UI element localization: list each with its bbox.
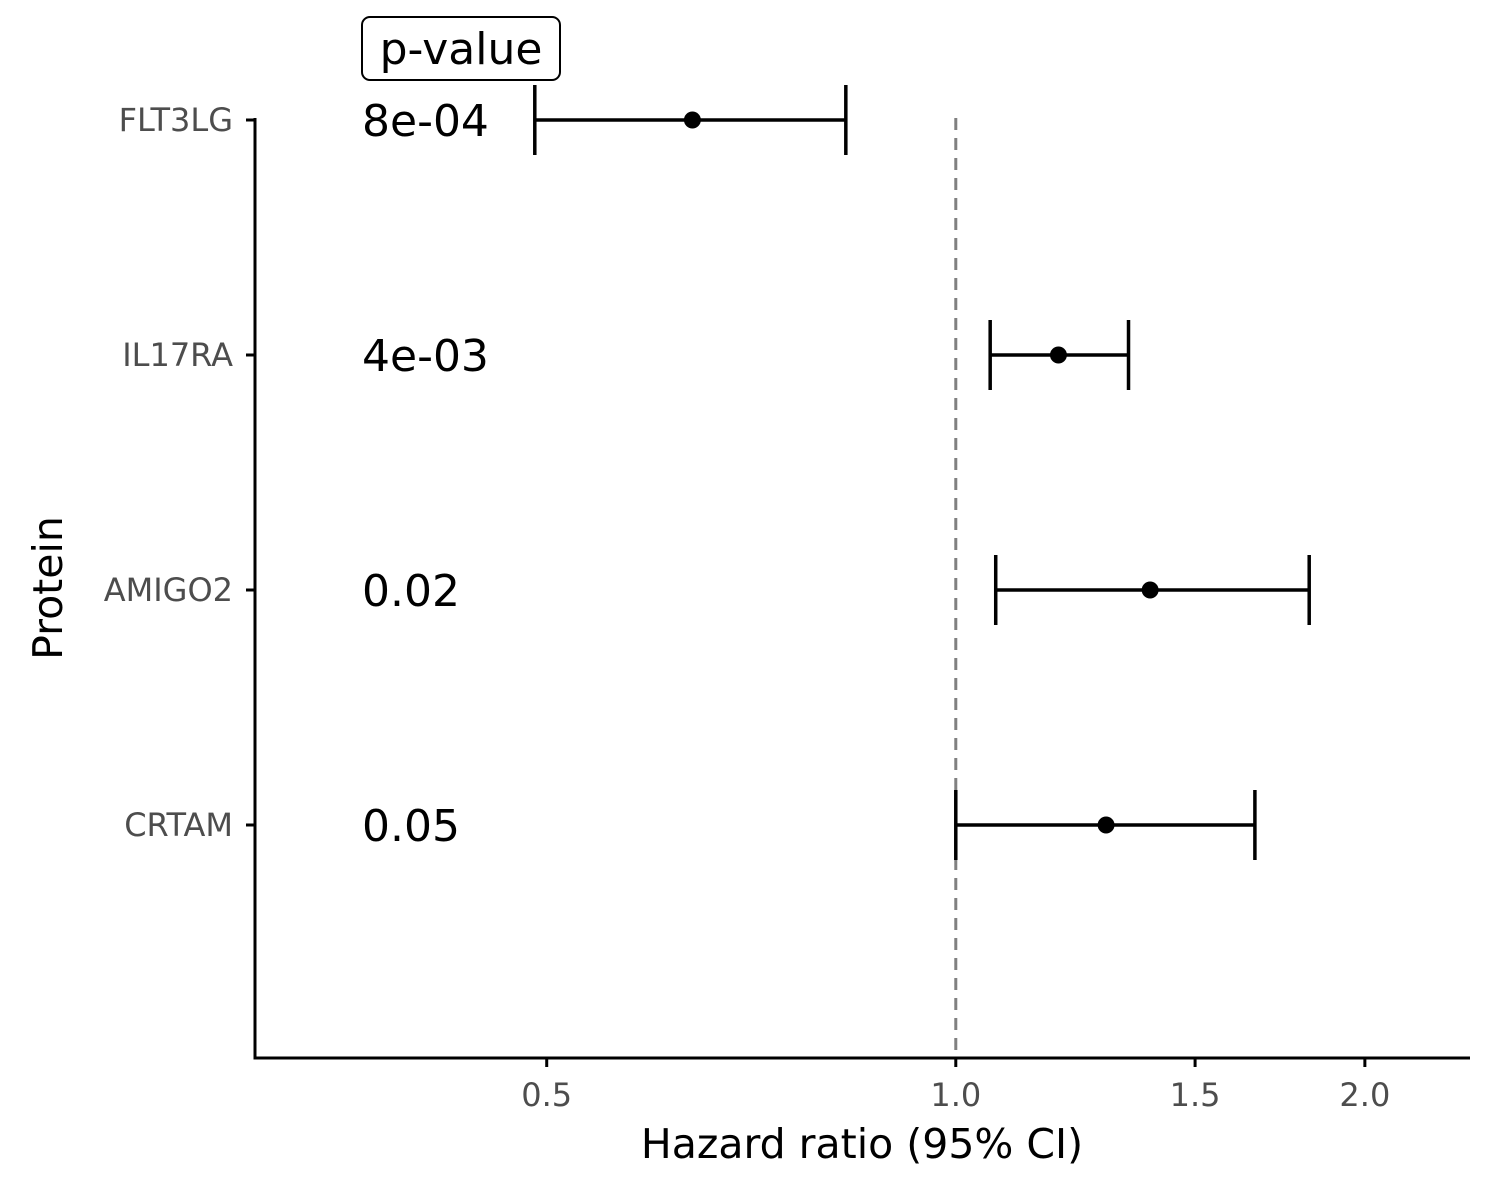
- row-il17ra: [988, 320, 1131, 390]
- y-tick-label: IL17RA: [122, 336, 233, 374]
- x-tick-label: 1.0: [930, 1076, 981, 1114]
- y-tick-label: AMIGO2: [104, 571, 233, 609]
- pvalue-text: 8e-04: [362, 96, 489, 147]
- y-tick-label: FLT3LG: [119, 101, 233, 139]
- pvalue-header-box: [361, 16, 561, 81]
- x-tick-label: 2.0: [1339, 1076, 1390, 1114]
- x-axis-title: Hazard ratio (95% CI): [641, 1120, 1083, 1168]
- hr-point: [1097, 816, 1115, 834]
- pvalue-text: 0.02: [362, 566, 460, 617]
- row-flt3lg: [533, 85, 848, 155]
- row-amigo2: [993, 555, 1311, 625]
- x-tick-label: 0.5: [521, 1076, 572, 1114]
- hr-point: [1141, 581, 1159, 599]
- pvalue-text: 0.05: [362, 801, 460, 852]
- y-tick-label: CRTAM: [124, 806, 233, 844]
- hr-point: [683, 111, 701, 129]
- x-tick-label: 1.5: [1170, 1076, 1221, 1114]
- y-axis-title: Protein: [24, 516, 72, 660]
- hr-point: [1049, 346, 1067, 364]
- pvalue-text: 4e-03: [362, 331, 489, 382]
- row-crtam: [954, 790, 1257, 860]
- pvalue-header: p-value: [380, 24, 543, 75]
